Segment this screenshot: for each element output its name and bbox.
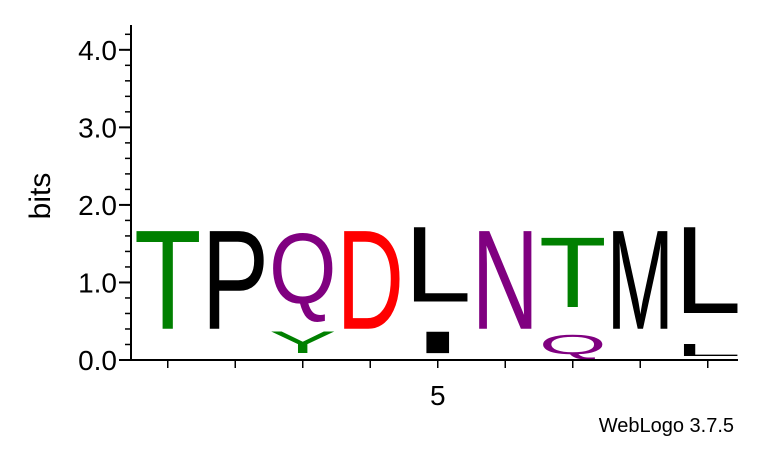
position-6-stack: N (472, 201, 539, 359)
logo-letter-t: T (134, 200, 201, 358)
logo-letter-l: L (674, 341, 741, 360)
position-5-stack: IL (404, 205, 471, 360)
logo-letter-p: P (202, 201, 269, 360)
y-tick-label: 1.0 (78, 267, 117, 298)
x-tick-label: 5 (430, 380, 446, 411)
y-tick-label: 0.0 (78, 345, 117, 376)
position-4-stack: D (337, 201, 404, 359)
y-tick-label: 2.0 (78, 190, 117, 221)
y-axis-label: bits (24, 173, 57, 220)
y-tick-label: 3.0 (78, 112, 117, 143)
logo-letter-q: Q (269, 212, 336, 324)
letter-stacks: T P YQ D IL N QT M LL (134, 200, 741, 360)
position-3-stack: YQ (269, 212, 336, 360)
logo-letter-l: L (674, 202, 741, 341)
logo-letter-l: L (404, 205, 471, 325)
logo-letter-d: D (337, 201, 404, 359)
y-tick-label: 4.0 (78, 35, 117, 66)
position-8-stack: M (607, 201, 674, 359)
axes: 0.0 1.0 2.0 3.0 4.0 5 (78, 25, 738, 411)
logo-letter-i: I (404, 325, 471, 360)
position-9-stack: LL (674, 202, 741, 360)
logo-letter-y: Y (269, 325, 336, 360)
position-7-stack: QT (539, 217, 606, 360)
logo-letter-t: T (539, 217, 606, 329)
logo-letter-m: M (607, 201, 674, 359)
logo-letter-q: Q (539, 329, 606, 360)
logo-letter-n: N (472, 201, 539, 359)
position-2-stack: P (202, 201, 269, 360)
position-1-stack: T (134, 200, 201, 358)
weblogo-credit: WebLogo 3.7.5 (599, 415, 734, 437)
